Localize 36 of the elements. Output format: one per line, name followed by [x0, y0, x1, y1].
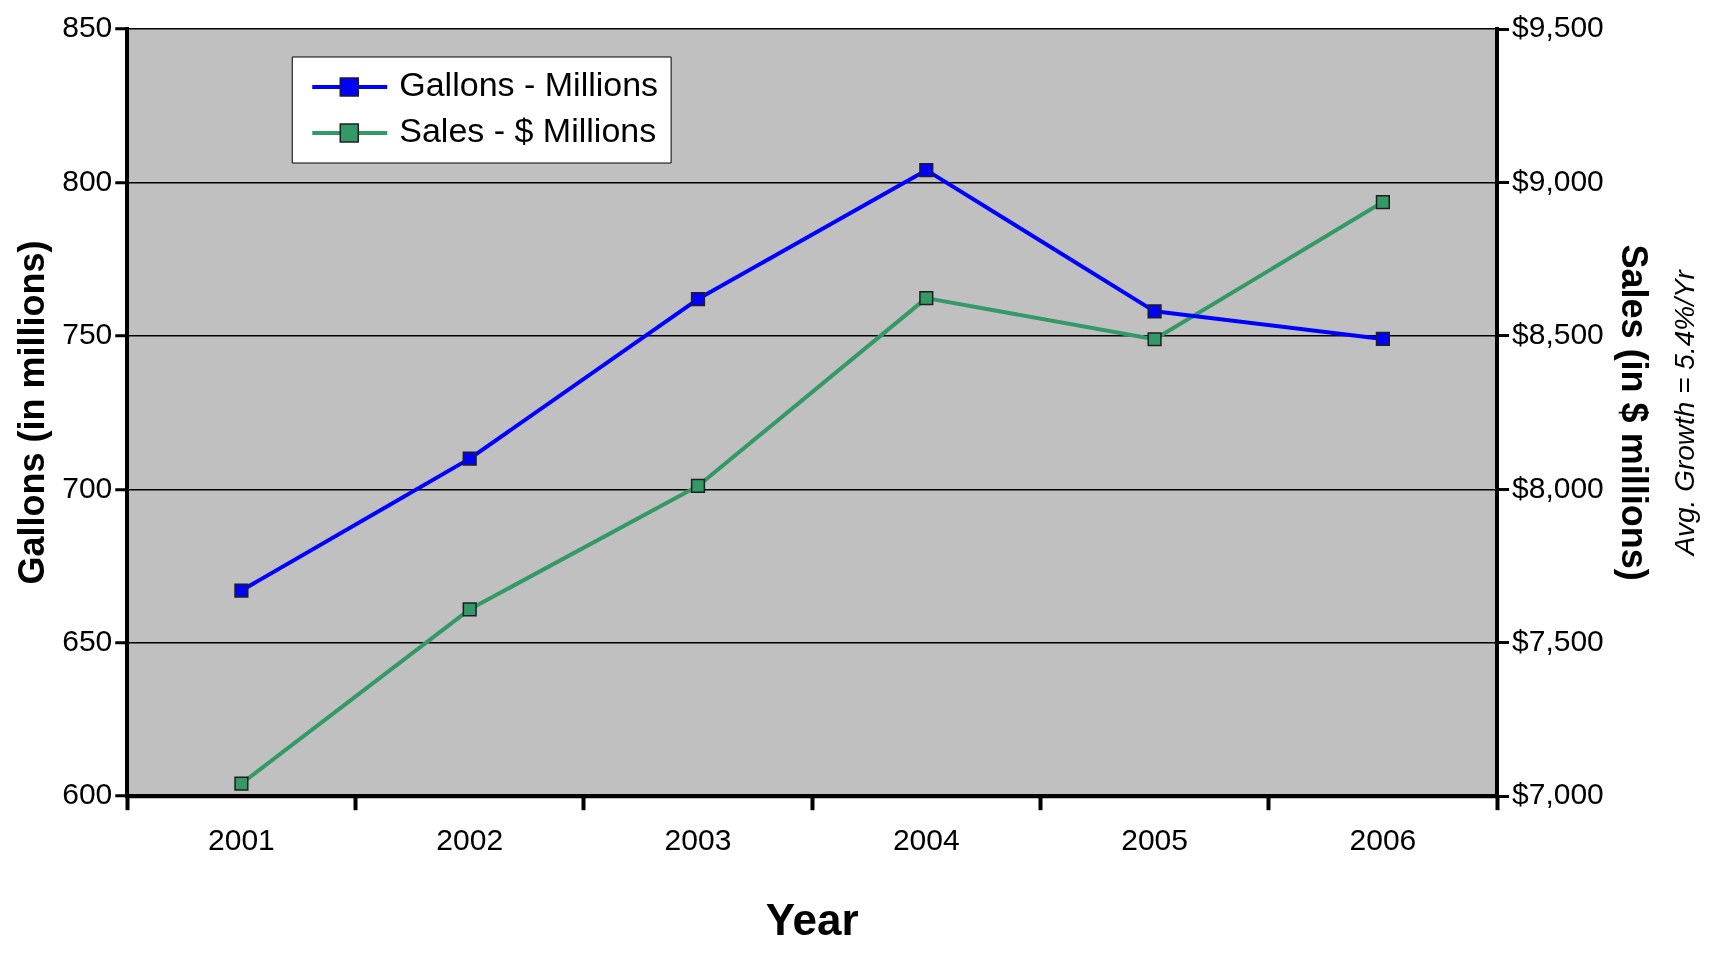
point: [1375, 331, 1391, 347]
y-tick-label: 800: [62, 163, 113, 197]
point: [919, 291, 934, 306]
point: [1375, 194, 1391, 210]
y2-axis-title: Sales (in $ millions): [1614, 244, 1656, 581]
y2-tick-label: $7,000: [1512, 777, 1604, 811]
legend-label: Sales - $ Millions: [399, 111, 657, 150]
point: [690, 291, 706, 307]
x-axis-title: Year: [765, 894, 859, 944]
x-tick-label: 2006: [1349, 823, 1417, 857]
text: Avg. Growth = 5.4%/Yr: [1668, 268, 1700, 558]
point: [462, 602, 477, 617]
y-tick-label: 750: [62, 317, 113, 351]
point: [1147, 332, 1162, 347]
y-tick-label: 600: [62, 777, 113, 811]
point: [462, 451, 477, 466]
x-tick-label: 2003: [664, 823, 732, 857]
legend-label: Gallons - Millions: [399, 65, 659, 104]
y-axis-title: Gallons (in millions): [10, 240, 52, 585]
y-tick-label: 850: [62, 10, 113, 44]
y2-tick-label: $8,500: [1512, 317, 1604, 351]
x-tick-label: 2004: [892, 823, 960, 857]
x-tick-label: 2001: [208, 823, 275, 857]
point: [234, 583, 249, 598]
y2-tick-label: $9,500: [1512, 10, 1604, 44]
point: [919, 163, 934, 178]
point: [1147, 304, 1162, 319]
point: [234, 776, 249, 791]
point: [690, 478, 706, 494]
y2-tick-label: $9,000: [1512, 163, 1604, 197]
y2-tick-label: $8,000: [1512, 470, 1604, 504]
x-tick-label: 2005: [1121, 823, 1188, 857]
y-tick-label: 700: [62, 470, 113, 504]
x-tick-label: 2002: [436, 823, 504, 857]
y2-tick-label: $7,500: [1512, 624, 1604, 658]
y-tick-label: 650: [62, 624, 113, 658]
